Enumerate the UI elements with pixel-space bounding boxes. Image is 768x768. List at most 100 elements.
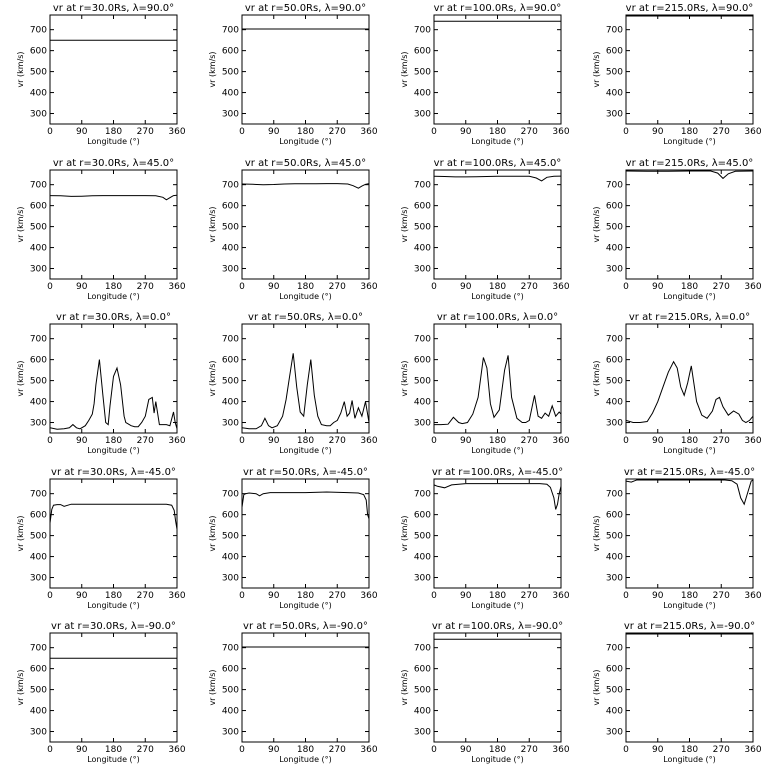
y-axis-label: vr (km/s) [400, 669, 409, 705]
x-tick-label: 360 [168, 127, 185, 137]
y-axis-label: vr (km/s) [16, 360, 25, 396]
x-axis-label: Longitude (°) [471, 137, 524, 146]
y-tick-label: 500 [30, 377, 47, 387]
y-tick-label: 300 [606, 265, 623, 275]
x-tick-label: 270 [137, 591, 154, 601]
x-tick-label: 180 [489, 436, 506, 446]
x-tick-label: 90 [76, 127, 88, 137]
y-tick-label: 400 [414, 89, 431, 99]
y-tick-label: 500 [414, 223, 431, 233]
x-tick-label: 360 [552, 436, 569, 446]
series-line [50, 359, 177, 430]
panel-1-1: vr at r=50.0Rs, λ=45.0° 0 90 180 270 360 300 40… [208, 158, 378, 301]
y-tick-label: 700 [222, 644, 239, 654]
y-axis-label: vr (km/s) [16, 515, 25, 551]
y-tick-label: 400 [30, 707, 47, 717]
x-tick-label: 360 [360, 127, 377, 137]
panel-3-1: vr at r=50.0Rs, λ=-45.0° 0 90 180 270 360 300 4… [208, 467, 378, 610]
y-tick-label: 500 [606, 532, 623, 542]
series-line [50, 194, 177, 201]
x-axis-label: Longitude (°) [471, 292, 524, 301]
x-tick-label: 90 [652, 282, 664, 292]
x-tick-label: 270 [521, 591, 538, 601]
series-line [434, 175, 561, 182]
x-tick-label: 0 [47, 591, 53, 601]
panel-1-3: vr at r=215.0Rs, λ=45.0° 0 90 180 270 360 300 4… [592, 158, 762, 301]
y-tick-label: 600 [30, 665, 47, 675]
panel-title: vr at r=100.0Rs, λ=-45.0° [432, 467, 563, 478]
series-line [434, 483, 561, 510]
y-axis-label: vr (km/s) [208, 360, 217, 396]
y-tick-label: 600 [30, 511, 47, 521]
x-axis-label: Longitude (°) [663, 601, 716, 610]
y-tick-label: 500 [30, 223, 47, 233]
series-line [626, 360, 753, 424]
y-axis-label: vr (km/s) [592, 360, 601, 396]
panel-title: vr at r=50.0Rs, λ=0.0° [248, 312, 363, 323]
panel-1-0: vr at r=30.0Rs, λ=45.0° 0 90 180 270 360 300 40… [16, 158, 186, 301]
y-tick-label: 300 [222, 728, 239, 738]
panel-title: vr at r=50.0Rs, λ=-45.0° [243, 467, 368, 478]
x-tick-label: 0 [431, 591, 437, 601]
y-tick-label: 700 [606, 335, 623, 345]
x-tick-label: 180 [297, 591, 314, 601]
x-tick-label: 90 [76, 436, 88, 446]
y-axis-label: vr (km/s) [208, 206, 217, 242]
y-tick-label: 700 [606, 644, 623, 654]
x-tick-label: 180 [105, 127, 122, 137]
y-tick-label: 400 [222, 398, 239, 408]
x-tick-label: 90 [460, 745, 472, 755]
x-tick-label: 180 [489, 127, 506, 137]
x-axis-label: Longitude (°) [471, 755, 524, 764]
panel-title: vr at r=100.0Rs, λ=90.0° [434, 3, 562, 14]
x-axis-label: Longitude (°) [87, 292, 140, 301]
x-tick-label: 270 [329, 436, 346, 446]
x-axis-label: Longitude (°) [279, 755, 332, 764]
x-tick-label: 360 [168, 591, 185, 601]
y-tick-label: 400 [606, 553, 623, 563]
x-tick-label: 270 [521, 745, 538, 755]
x-tick-label: 90 [76, 282, 88, 292]
x-tick-label: 270 [137, 282, 154, 292]
x-tick-label: 180 [489, 282, 506, 292]
panel-2-2: vr at r=100.0Rs, λ=0.0° 0 90 180 270 360 300 40… [400, 312, 570, 455]
x-axis-label: Longitude (°) [87, 137, 140, 146]
x-axis-label: Longitude (°) [471, 601, 524, 610]
x-tick-label: 360 [168, 745, 185, 755]
y-tick-label: 300 [222, 574, 239, 584]
x-tick-label: 90 [460, 591, 472, 601]
y-tick-label: 600 [30, 202, 47, 212]
x-tick-label: 360 [360, 591, 377, 601]
panel-0-3: vr at r=215.0Rs, λ=90.0° 0 90 180 270 360 300 4… [592, 3, 762, 146]
y-tick-label: 700 [222, 26, 239, 36]
plot-frame [433, 169, 562, 280]
panel-3-2: vr at r=100.0Rs, λ=-45.0° 0 90 180 270 360 300… [400, 467, 570, 610]
y-axis-label: vr (km/s) [592, 669, 601, 705]
panel-3-3: vr at r=215.0Rs, λ=-45.0° 0 90 180 270 360 300… [592, 467, 762, 610]
x-axis-label: Longitude (°) [279, 137, 332, 146]
y-tick-label: 600 [222, 47, 239, 57]
plot-frame [241, 632, 370, 743]
y-tick-label: 400 [222, 89, 239, 99]
x-tick-label: 90 [652, 745, 664, 755]
series-line [626, 479, 753, 506]
y-tick-label: 700 [30, 335, 47, 345]
y-tick-label: 300 [414, 728, 431, 738]
y-tick-label: 300 [30, 110, 47, 120]
x-axis-label: Longitude (°) [663, 292, 716, 301]
y-axis-label: vr (km/s) [208, 669, 217, 705]
x-tick-label: 180 [297, 282, 314, 292]
x-axis-label: Longitude (°) [87, 446, 140, 455]
y-tick-label: 600 [222, 202, 239, 212]
x-tick-label: 180 [105, 436, 122, 446]
plot-frame [625, 169, 754, 280]
panel-title: vr at r=215.0Rs, λ=90.0° [626, 3, 754, 14]
x-tick-label: 180 [105, 591, 122, 601]
plot-frame [49, 478, 178, 589]
series-line [242, 353, 369, 430]
y-tick-label: 300 [606, 419, 623, 429]
x-tick-label: 270 [713, 591, 730, 601]
x-tick-label: 360 [552, 127, 569, 137]
y-tick-label: 600 [414, 665, 431, 675]
